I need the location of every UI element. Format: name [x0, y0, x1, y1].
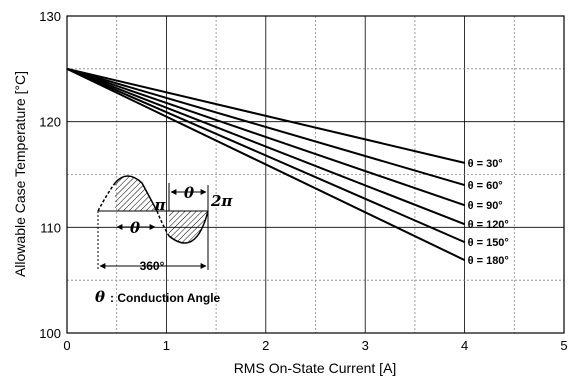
period-label: 360°	[140, 259, 165, 273]
series-label: θ = 180°	[468, 255, 509, 267]
series-label: θ = 30°	[468, 158, 503, 170]
series-line	[66, 67, 466, 261]
x-tick-labels: 0 1 2 3 4 5	[63, 338, 567, 353]
x-tick-label: 4	[461, 338, 468, 353]
waveform-dashed-fall	[156, 210, 170, 237]
x-axis-title: RMS On-State Current [A]	[234, 360, 397, 376]
series-label: θ = 120°	[468, 219, 509, 231]
theta-label-bottom: θ	[130, 219, 140, 237]
y-tick-label: 120	[39, 115, 61, 130]
waveform-negative-hatch	[169, 211, 208, 244]
pi-label: π	[154, 196, 167, 214]
x-tick-label: 0	[63, 338, 70, 353]
plot-frame	[66, 15, 565, 334]
y-tick-label: 100	[39, 326, 61, 341]
series-line	[66, 67, 465, 226]
series-line	[66, 67, 465, 187]
x-tick-label: 1	[163, 338, 170, 353]
series-label: θ = 60°	[468, 180, 503, 192]
conduction-angle-inset: θ θ π 2π 360° θ : Conduction Angle	[95, 175, 233, 306]
y-tick-labels: 100 110 120 130	[39, 9, 61, 341]
series-lines	[66, 67, 466, 261]
waveform-positive-hatch	[115, 176, 157, 211]
x-tick-label: 2	[262, 338, 269, 353]
grid	[67, 16, 564, 333]
series-label: θ = 90°	[468, 200, 503, 212]
x-tick-label: 3	[362, 338, 369, 353]
waveform-dashed-rise	[97, 182, 116, 212]
y-tick-label: 130	[39, 9, 61, 24]
series-line	[66, 67, 465, 164]
series-label: θ = 150°	[468, 237, 509, 249]
two-pi-label: 2π	[210, 192, 233, 210]
note-text: : Conduction Angle	[110, 291, 221, 305]
x-tick-label: 5	[560, 338, 567, 353]
y-axis-title: Allowable Case Temperature [°C]	[12, 71, 28, 277]
series-line	[66, 67, 465, 244]
y-tick-label: 110	[40, 220, 61, 235]
series-line	[66, 67, 465, 207]
waveform-positive-curve	[114, 175, 158, 212]
note-theta-symbol: θ	[95, 288, 105, 306]
waveform-negative-curve	[168, 210, 209, 244]
theta-label-top: θ	[184, 184, 194, 202]
series-labels: θ = 30° θ = 60° θ = 90° θ = 120° θ = 150° θ =…	[468, 158, 509, 267]
